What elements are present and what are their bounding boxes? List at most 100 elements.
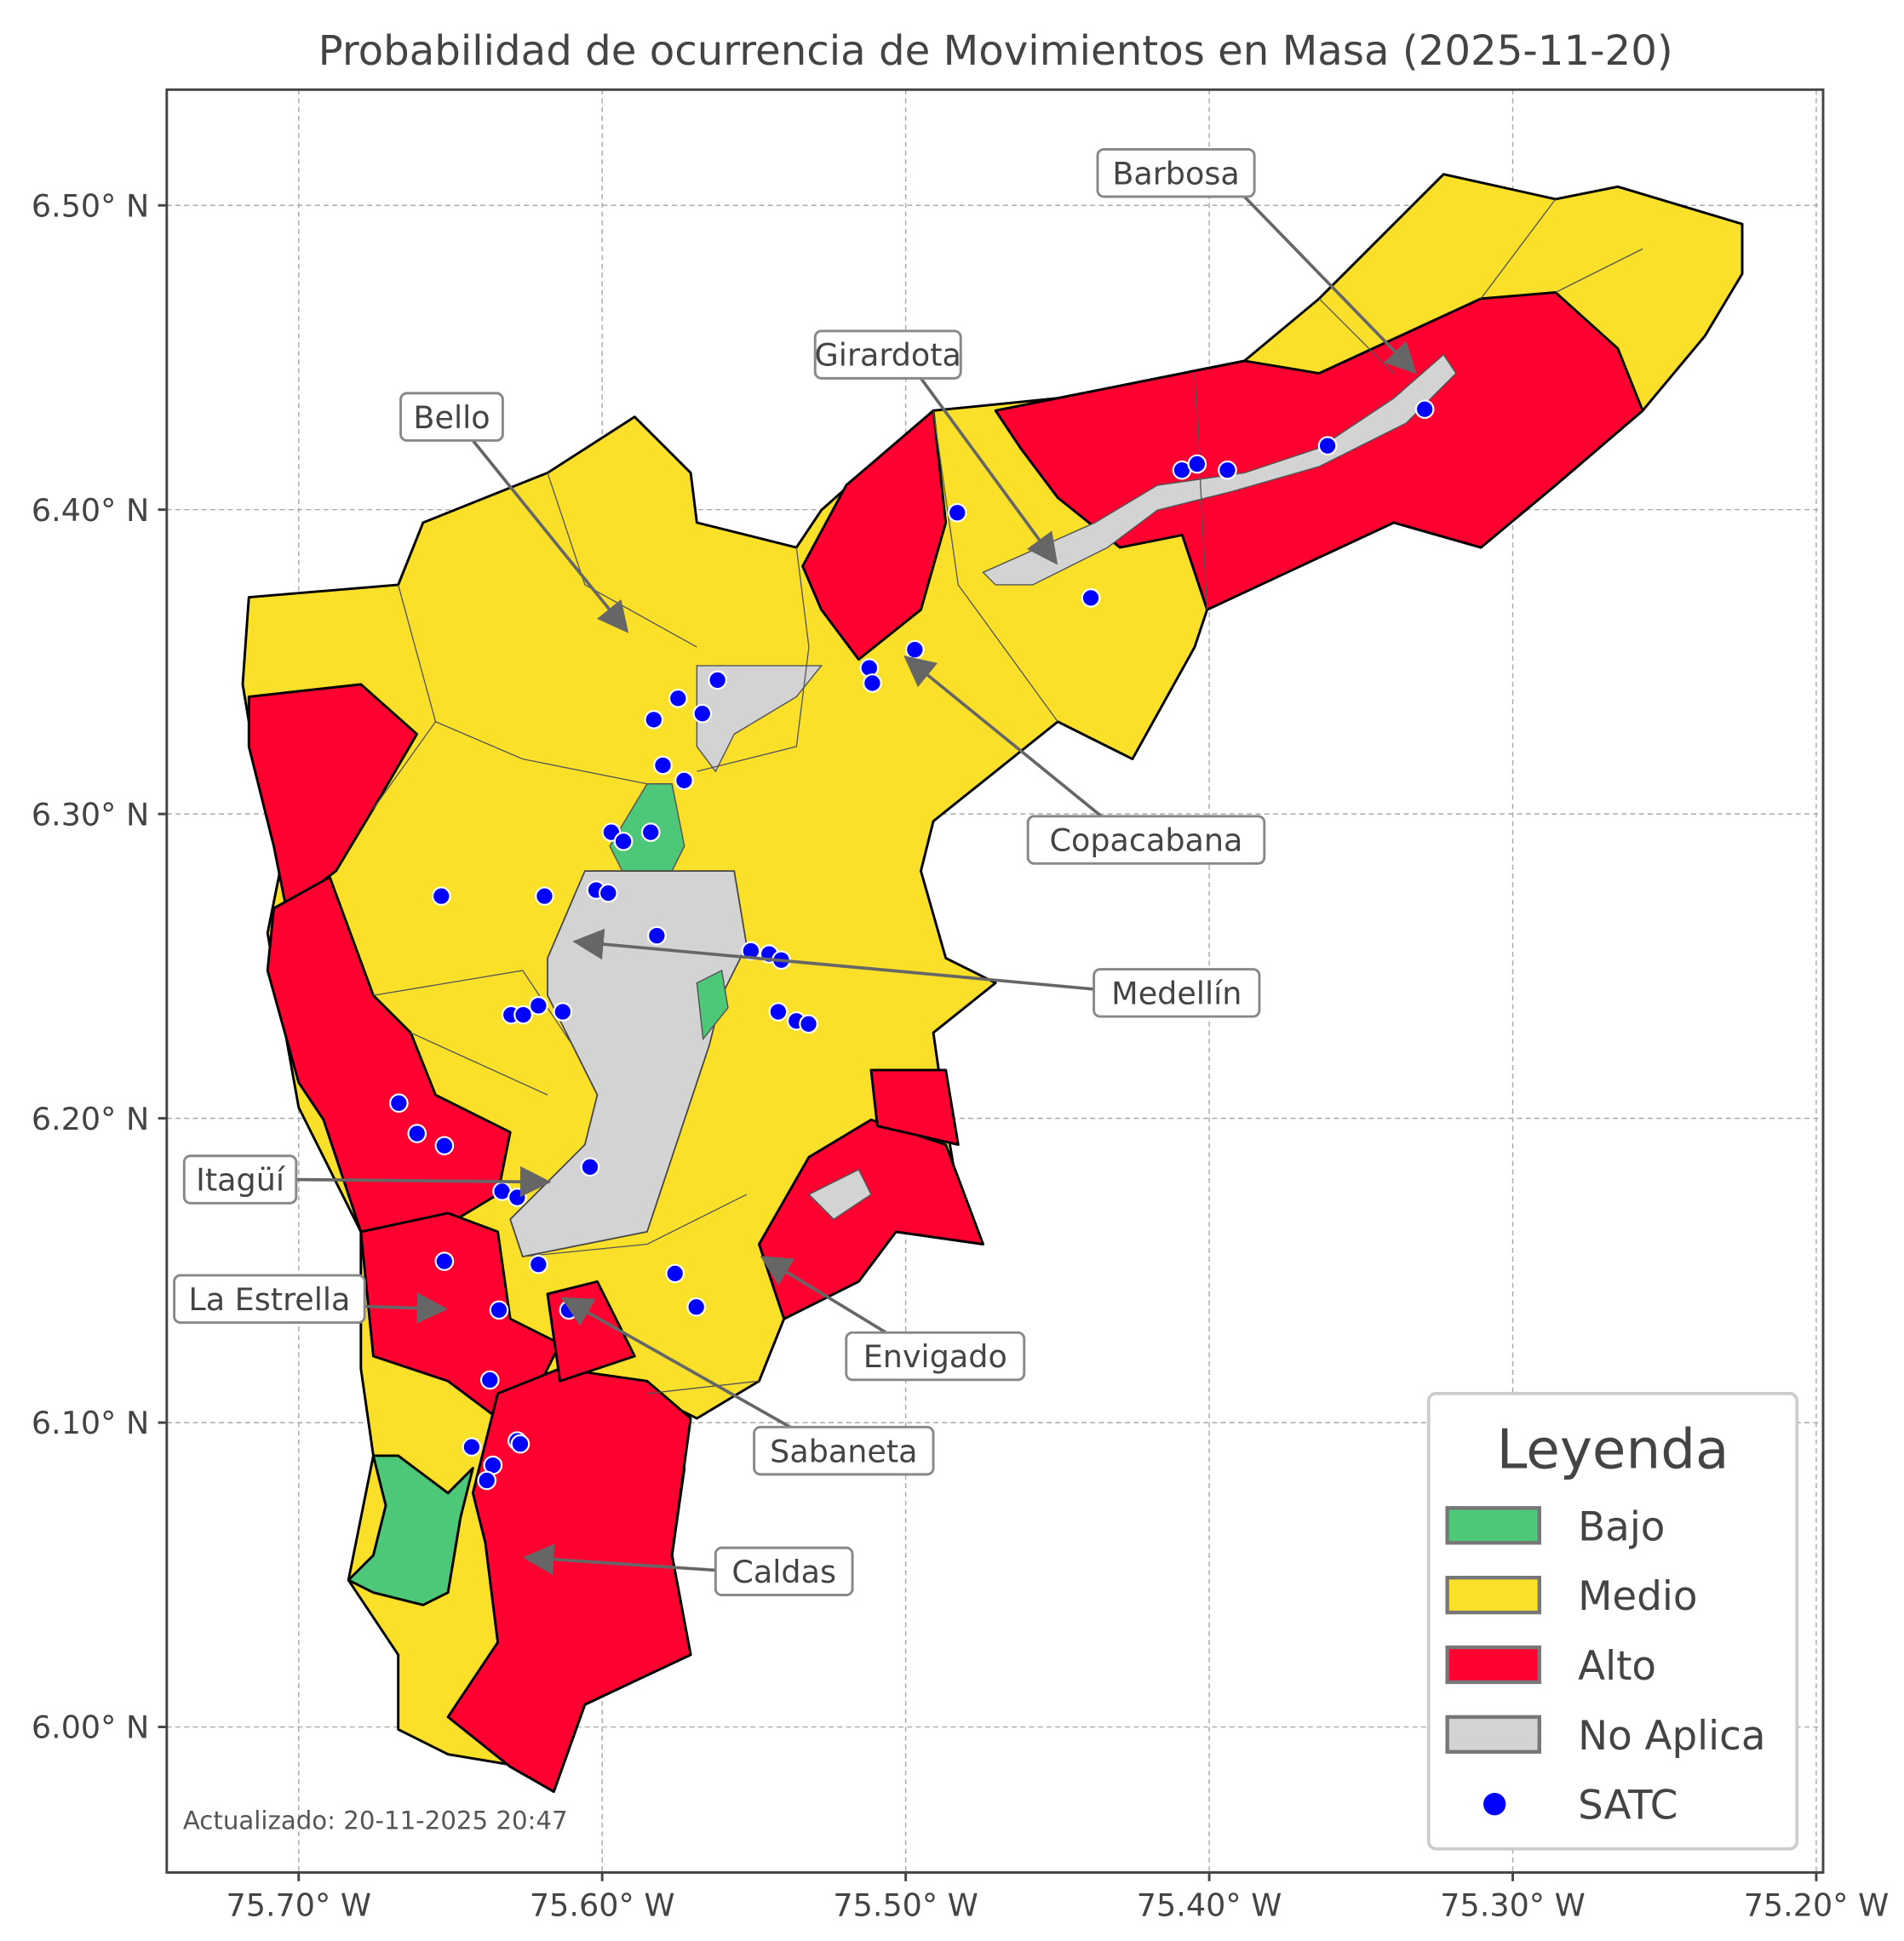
municipality-label: Envigado xyxy=(845,1331,1026,1382)
satc-point[interactable] xyxy=(389,1093,409,1114)
satc-point[interactable] xyxy=(768,1002,789,1022)
satc-point[interactable] xyxy=(905,639,925,660)
satc-point[interactable] xyxy=(477,1470,497,1491)
satc-point[interactable] xyxy=(1187,454,1207,474)
municipality-name: Sabaneta xyxy=(770,1433,917,1469)
label-arrow xyxy=(471,439,629,633)
label-arrow xyxy=(364,1292,449,1324)
satc-point[interactable] xyxy=(535,886,554,906)
municipality-name: Caldas xyxy=(731,1554,836,1590)
legend-label: SATC xyxy=(1578,1784,1677,1829)
satc-point[interactable] xyxy=(653,755,673,776)
y-tick-label: 6.00° N xyxy=(32,1709,149,1746)
satc-point[interactable] xyxy=(598,883,618,903)
region-bajo-caldas xyxy=(347,1454,474,1606)
satc-point[interactable] xyxy=(1218,460,1237,480)
satc-point[interactable] xyxy=(947,502,967,523)
satc-point[interactable] xyxy=(580,1157,600,1177)
y-tick-label: 6.40° N xyxy=(32,492,149,529)
satc-point[interactable] xyxy=(647,925,667,946)
satc-point[interactable] xyxy=(674,770,694,791)
satc-point[interactable] xyxy=(434,1136,455,1156)
satc-point[interactable] xyxy=(1317,436,1338,455)
municipality-labels: Barbosa Girardota Bello Copacabana Medellín I… xyxy=(173,147,1417,1597)
veredas-boundaries xyxy=(372,198,1643,1394)
satc-point[interactable] xyxy=(489,1300,509,1320)
satc-point[interactable] xyxy=(613,831,634,851)
satc-point[interactable] xyxy=(407,1124,427,1143)
municipality-label: Caldas xyxy=(714,1546,854,1597)
municipality-label: Bello xyxy=(399,392,504,442)
municipality-name: Barbosa xyxy=(1112,155,1239,192)
x-tick-label: 75.40° W xyxy=(1137,1887,1282,1924)
region-alto-la-estrella xyxy=(359,1211,562,1420)
region-alto-west xyxy=(247,683,419,910)
axis-ticks: 75.70° W 75.60° W 75.50° W 75.40° W 75.30° W… xyxy=(32,187,1889,1923)
municipality-name: Copacabana xyxy=(1050,822,1243,859)
label-arrow xyxy=(572,928,1094,991)
y-tick-label: 6.50° N xyxy=(32,187,149,224)
satc-point[interactable] xyxy=(553,1002,573,1022)
legend: Leyenda Bajo Medio Alto No Aplica SATC xyxy=(1426,1392,1799,1851)
region-no-aplica-river-north xyxy=(696,665,823,773)
municipality-name: Medellín xyxy=(1111,975,1242,1011)
x-tick-label: 75.60° W xyxy=(530,1887,675,1924)
legend-marker-satc xyxy=(1483,1793,1506,1816)
label-arrow xyxy=(522,1543,716,1575)
municipality-label: Medellín xyxy=(1093,968,1261,1018)
legend-label: Bajo xyxy=(1578,1504,1665,1550)
x-tick-label: 75.30° W xyxy=(1440,1887,1586,1924)
label-arrow xyxy=(1243,195,1417,375)
satc-point[interactable] xyxy=(1081,588,1101,608)
municipality-label: Copacabana xyxy=(1026,815,1266,865)
municipality-name: La Estrella xyxy=(188,1281,350,1318)
satc-point[interactable] xyxy=(686,1297,707,1317)
region-no-aplica-urban xyxy=(509,870,748,1258)
municipality-label: Itagüí xyxy=(182,1154,298,1205)
legend-swatch-bajo xyxy=(1445,1506,1541,1545)
region-alto-copacabana xyxy=(801,409,948,661)
satc-point[interactable] xyxy=(510,1434,530,1454)
region-alto-caldas xyxy=(446,1367,692,1794)
map-frame xyxy=(165,88,1825,1875)
municipality-name: Bello xyxy=(413,399,490,436)
satc-point[interactable] xyxy=(863,673,882,693)
x-tick-label: 75.50° W xyxy=(833,1887,978,1924)
legend-title: Leyenda xyxy=(1497,1418,1729,1482)
y-tick-label: 6.30° N xyxy=(32,796,149,833)
satc-point[interactable] xyxy=(644,710,664,730)
label-arrow xyxy=(295,1165,552,1198)
legend-label: No Aplica xyxy=(1578,1714,1765,1760)
satc-point[interactable] xyxy=(668,688,688,708)
satc-point[interactable] xyxy=(708,670,727,690)
satc-point[interactable] xyxy=(434,1251,455,1271)
legend-swatch-no-aplica xyxy=(1445,1715,1541,1754)
legend-label: Medio xyxy=(1578,1574,1697,1620)
satc-point[interactable] xyxy=(799,1014,818,1034)
label-arrow xyxy=(760,1256,887,1334)
label-arrow xyxy=(560,1297,791,1429)
satc-point[interactable] xyxy=(665,1263,685,1284)
satc-point[interactable] xyxy=(1414,399,1435,420)
satc-point[interactable] xyxy=(508,1188,527,1207)
municipality-label: La Estrella xyxy=(173,1274,366,1325)
satc-point[interactable] xyxy=(741,941,761,961)
satc-points xyxy=(389,399,1435,1491)
legend-swatch-medio xyxy=(1445,1575,1541,1615)
municipality-name: Girardota xyxy=(815,337,961,374)
satc-point[interactable] xyxy=(479,1370,500,1390)
municipality-label: Barbosa xyxy=(1096,147,1256,198)
satc-point[interactable] xyxy=(529,996,548,1016)
satc-point[interactable] xyxy=(640,822,661,842)
satc-point[interactable] xyxy=(462,1437,482,1457)
municipality-label: Sabaneta xyxy=(753,1425,935,1476)
satc-point[interactable] xyxy=(431,886,451,906)
satc-point[interactable] xyxy=(513,1005,533,1025)
satc-point[interactable] xyxy=(529,1254,548,1274)
map-title: Probabilidad de ocurrencia de Movimiento… xyxy=(318,27,1673,75)
y-tick-label: 6.20° N xyxy=(32,1101,149,1137)
satc-point[interactable] xyxy=(692,703,713,724)
y-tick-label: 6.10° N xyxy=(32,1405,149,1441)
x-tick-label: 75.70° W xyxy=(226,1887,371,1924)
